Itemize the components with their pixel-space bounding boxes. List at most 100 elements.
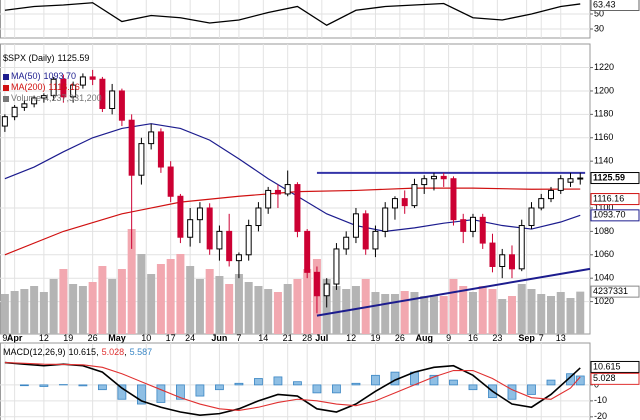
candle-body: [157, 131, 164, 168]
candle-body: [547, 189, 554, 200]
volume-bar: [254, 286, 263, 334]
candle-body: [567, 178, 574, 183]
value-box: [590, 209, 640, 222]
legend-entry: Volume 4,237,331,200: [11, 93, 102, 103]
legend-part: MACD(12,26,9): [3, 347, 66, 357]
candle-body: [391, 198, 398, 209]
histogram-bar: [39, 384, 49, 387]
candle-body: [40, 95, 47, 99]
volume-bar: [488, 289, 497, 334]
macd-line: [4, 362, 581, 411]
legend-part: 5.028: [102, 347, 125, 357]
volume-bar: [205, 269, 214, 334]
candle-body: [313, 271, 320, 297]
x-tick-label: 23: [492, 333, 502, 343]
panel-frame: [0, 0, 591, 39]
histogram-bar: [195, 384, 205, 397]
histogram-bar: [546, 379, 556, 386]
value-box-label: 1093.70: [593, 210, 626, 220]
y-tick-label: -10: [594, 395, 607, 405]
histogram-bar: [176, 384, 185, 400]
y-tick-label: 1040: [594, 273, 614, 283]
value-box: [590, 372, 640, 385]
candle-body: [577, 177, 584, 180]
y-tick-label: 50: [594, 8, 604, 18]
legend-part: 1125.59: [58, 53, 90, 63]
candle-body: [128, 119, 135, 176]
y-tick-label: 1160: [594, 132, 613, 142]
value-box-label: 63.43: [593, 0, 616, 9]
histogram-bar: [332, 384, 341, 394]
candle-body: [538, 198, 545, 209]
volume-bar: [59, 269, 68, 334]
candle-body: [99, 78, 106, 110]
x-tick-label: 9: [446, 333, 451, 343]
candle-body: [206, 207, 213, 250]
candle-body: [323, 283, 330, 297]
y-tick-label: 1080: [594, 226, 614, 236]
x-tick-label: 12: [39, 333, 49, 343]
candle-body: [479, 216, 486, 244]
legend-part: 5.587: [130, 347, 153, 357]
x-tick-label: 24: [185, 333, 195, 343]
volume-bar: [215, 276, 224, 334]
value-box-label: 4237331: [593, 286, 628, 296]
x-tick-label: 7: [539, 333, 544, 343]
volume-bar: [225, 284, 234, 334]
candle-body: [557, 178, 564, 191]
histogram-bar: [78, 384, 88, 387]
volume-bar: [390, 294, 399, 334]
candle-body: [382, 207, 389, 232]
x-tick-label: 13: [556, 333, 566, 343]
x-tick-label: 9: [2, 333, 7, 343]
y-tick-label: 1100: [594, 202, 613, 212]
histogram-bar: [429, 374, 439, 386]
volume-bar: [264, 289, 273, 334]
histogram-bar: [507, 384, 517, 400]
legend-part: MA(50): [11, 71, 41, 81]
legend-swatch: [3, 96, 9, 102]
volume-bar: [39, 292, 48, 334]
candle-body: [460, 219, 467, 232]
volume-bar: [439, 296, 448, 334]
legend-swatch: [3, 85, 9, 91]
volume-bar: [420, 296, 429, 334]
histogram-bar: [566, 373, 575, 386]
candle-body: [70, 84, 77, 98]
value-box-label: 5.028: [593, 373, 616, 383]
value-box-label: 10.615: [593, 361, 621, 371]
x-tick-label: 12: [346, 333, 356, 343]
value-box: [590, 0, 640, 11]
volume-bar: [147, 274, 156, 334]
candle-body: [440, 175, 447, 180]
legend-entry: $SPX (Daily) 1125.59: [3, 53, 89, 63]
volume-bar: [69, 284, 78, 334]
histogram-bar: [215, 384, 224, 391]
histogram-bar: [293, 381, 302, 386]
x-tick-label: 19: [63, 333, 73, 343]
volume-bar: [351, 286, 360, 334]
volume-bar: [576, 291, 585, 334]
legend-entry: MA(200) 1116.16: [11, 82, 80, 92]
histogram-bar: [156, 384, 166, 403]
legend-part: 4,237,331,200: [44, 93, 102, 103]
candle-body: [245, 225, 252, 256]
candle-body: [411, 184, 418, 207]
candle-body: [265, 189, 272, 209]
value-box: [590, 172, 640, 185]
histogram-bar: [312, 384, 322, 394]
candle-body: [294, 184, 301, 232]
candle-body: [148, 131, 155, 145]
histogram-bar: [351, 382, 361, 386]
legend-part: Volume: [11, 93, 41, 103]
value-box-label: 1125.59: [593, 172, 625, 182]
volume-bar: [498, 299, 507, 334]
macd-line: [4, 361, 581, 417]
y-tick-label: 30: [594, 23, 604, 33]
volume-bar: [283, 284, 292, 334]
legend-part: 10.615: [69, 347, 97, 357]
candle-body: [109, 90, 116, 110]
candle-body: [177, 195, 184, 238]
x-tick-label: 14: [258, 333, 268, 343]
